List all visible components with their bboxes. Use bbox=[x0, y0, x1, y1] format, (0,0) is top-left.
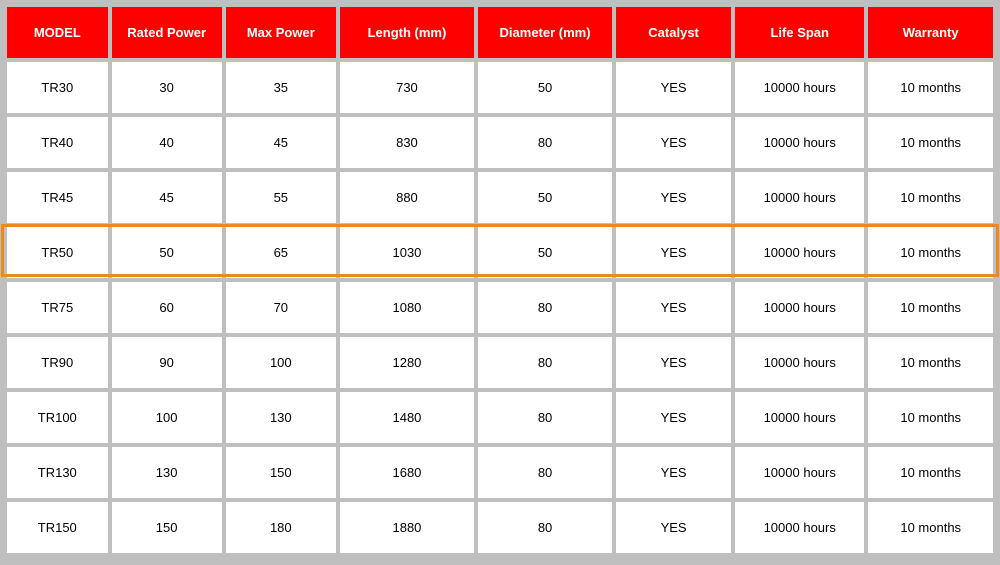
cell-rated_power: 90 bbox=[112, 337, 222, 388]
cell-warranty: 10 months bbox=[868, 172, 993, 223]
cell-max_power: 100 bbox=[226, 337, 336, 388]
cell-warranty: 10 months bbox=[868, 502, 993, 553]
col-header-warranty: Warranty bbox=[868, 7, 993, 58]
cell-length: 1280 bbox=[340, 337, 474, 388]
cell-rated_power: 60 bbox=[112, 282, 222, 333]
cell-diameter: 80 bbox=[478, 447, 612, 498]
cell-life_span: 10000 hours bbox=[735, 117, 864, 168]
cell-diameter: 50 bbox=[478, 62, 612, 113]
cell-model: TR100 bbox=[7, 392, 108, 443]
cell-max_power: 45 bbox=[226, 117, 336, 168]
cell-catalyst: YES bbox=[616, 502, 731, 553]
cell-length: 830 bbox=[340, 117, 474, 168]
cell-catalyst: YES bbox=[616, 282, 731, 333]
cell-warranty: 10 months bbox=[868, 117, 993, 168]
cell-length: 1480 bbox=[340, 392, 474, 443]
cell-catalyst: YES bbox=[616, 62, 731, 113]
cell-catalyst: YES bbox=[616, 227, 731, 278]
cell-model: TR130 bbox=[7, 447, 108, 498]
cell-rated_power: 130 bbox=[112, 447, 222, 498]
cell-rated_power: 40 bbox=[112, 117, 222, 168]
cell-life_span: 10000 hours bbox=[735, 282, 864, 333]
col-header-length: Length (mm) bbox=[340, 7, 474, 58]
cell-warranty: 10 months bbox=[868, 227, 993, 278]
table-header: MODELRated PowerMax PowerLength (mm)Diam… bbox=[7, 7, 993, 58]
cell-rated_power: 30 bbox=[112, 62, 222, 113]
cell-life_span: 10000 hours bbox=[735, 392, 864, 443]
table-row: TR505065103050YES10000 hours10 months bbox=[7, 227, 993, 278]
cell-catalyst: YES bbox=[616, 117, 731, 168]
cell-length: 1880 bbox=[340, 502, 474, 553]
cell-diameter: 50 bbox=[478, 227, 612, 278]
table-header-row: MODELRated PowerMax PowerLength (mm)Diam… bbox=[7, 7, 993, 58]
cell-model: TR75 bbox=[7, 282, 108, 333]
cell-diameter: 80 bbox=[478, 392, 612, 443]
table-row: TR40404583080YES10000 hours10 months bbox=[7, 117, 993, 168]
cell-model: TR150 bbox=[7, 502, 108, 553]
cell-catalyst: YES bbox=[616, 172, 731, 223]
col-header-catalyst: Catalyst bbox=[616, 7, 731, 58]
table-body: TR30303573050YES10000 hours10 monthsTR40… bbox=[7, 62, 993, 553]
table-row: TR100100130148080YES10000 hours10 months bbox=[7, 392, 993, 443]
cell-diameter: 80 bbox=[478, 282, 612, 333]
cell-diameter: 80 bbox=[478, 337, 612, 388]
table-row: TR9090100128080YES10000 hours10 months bbox=[7, 337, 993, 388]
cell-model: TR45 bbox=[7, 172, 108, 223]
cell-max_power: 35 bbox=[226, 62, 336, 113]
spec-table-container: MODELRated PowerMax PowerLength (mm)Diam… bbox=[3, 3, 997, 557]
cell-catalyst: YES bbox=[616, 337, 731, 388]
cell-warranty: 10 months bbox=[868, 392, 993, 443]
cell-length: 1030 bbox=[340, 227, 474, 278]
cell-warranty: 10 months bbox=[868, 337, 993, 388]
cell-warranty: 10 months bbox=[868, 282, 993, 333]
cell-diameter: 80 bbox=[478, 502, 612, 553]
cell-life_span: 10000 hours bbox=[735, 337, 864, 388]
col-header-rated_power: Rated Power bbox=[112, 7, 222, 58]
col-header-diameter: Diameter (mm) bbox=[478, 7, 612, 58]
cell-max_power: 150 bbox=[226, 447, 336, 498]
cell-warranty: 10 months bbox=[868, 62, 993, 113]
cell-diameter: 50 bbox=[478, 172, 612, 223]
cell-life_span: 10000 hours bbox=[735, 62, 864, 113]
cell-rated_power: 45 bbox=[112, 172, 222, 223]
spec-table: MODELRated PowerMax PowerLength (mm)Diam… bbox=[3, 3, 997, 557]
cell-max_power: 70 bbox=[226, 282, 336, 333]
cell-model: TR40 bbox=[7, 117, 108, 168]
cell-rated_power: 50 bbox=[112, 227, 222, 278]
cell-max_power: 130 bbox=[226, 392, 336, 443]
cell-rated_power: 100 bbox=[112, 392, 222, 443]
cell-length: 1680 bbox=[340, 447, 474, 498]
cell-max_power: 55 bbox=[226, 172, 336, 223]
cell-life_span: 10000 hours bbox=[735, 447, 864, 498]
table-row: TR130130150168080YES10000 hours10 months bbox=[7, 447, 993, 498]
cell-max_power: 65 bbox=[226, 227, 336, 278]
table-row: TR150150180188080YES10000 hours10 months bbox=[7, 502, 993, 553]
cell-catalyst: YES bbox=[616, 447, 731, 498]
col-header-max_power: Max Power bbox=[226, 7, 336, 58]
cell-rated_power: 150 bbox=[112, 502, 222, 553]
cell-model: TR30 bbox=[7, 62, 108, 113]
table-row: TR30303573050YES10000 hours10 months bbox=[7, 62, 993, 113]
cell-model: TR50 bbox=[7, 227, 108, 278]
col-header-life_span: Life Span bbox=[735, 7, 864, 58]
cell-life_span: 10000 hours bbox=[735, 502, 864, 553]
cell-life_span: 10000 hours bbox=[735, 227, 864, 278]
col-header-model: MODEL bbox=[7, 7, 108, 58]
cell-model: TR90 bbox=[7, 337, 108, 388]
cell-max_power: 180 bbox=[226, 502, 336, 553]
cell-warranty: 10 months bbox=[868, 447, 993, 498]
table-row: TR756070108080YES10000 hours10 months bbox=[7, 282, 993, 333]
cell-life_span: 10000 hours bbox=[735, 172, 864, 223]
cell-length: 730 bbox=[340, 62, 474, 113]
cell-catalyst: YES bbox=[616, 392, 731, 443]
table-row: TR45455588050YES10000 hours10 months bbox=[7, 172, 993, 223]
cell-length: 880 bbox=[340, 172, 474, 223]
cell-length: 1080 bbox=[340, 282, 474, 333]
cell-diameter: 80 bbox=[478, 117, 612, 168]
